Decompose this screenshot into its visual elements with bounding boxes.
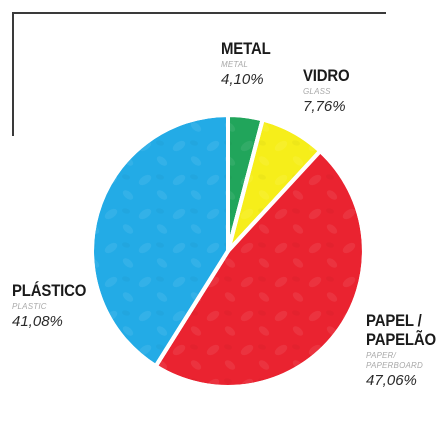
slice-value-papel: 47,06%: [366, 372, 417, 390]
label-plastico: PLÁSTICO PLASTIC 41,08%: [12, 282, 96, 330]
pie-slice-texture-papel: [153, 149, 366, 389]
slice-name-plastico: PLÁSTICO: [12, 281, 87, 300]
frame-left-line: [12, 12, 14, 136]
slice-en-label-plastico: PLASTIC: [12, 301, 47, 311]
slice-name-papel: PAPEL /: [366, 311, 422, 330]
slice-en-label-papel-line2: PAPERBOARD: [366, 361, 423, 371]
slice-value-vidro: 7,76%: [303, 98, 346, 116]
slice-en-label-metal: METAL: [221, 59, 249, 69]
label-vidro: VIDRO GLASS 7,76%: [303, 67, 356, 115]
slice-value-metal: 4,10%: [221, 71, 264, 89]
slice-name-metal: METAL: [221, 39, 271, 58]
slice-en-label-vidro: GLASS: [303, 86, 331, 96]
slice-name-vidro: VIDRO: [303, 66, 350, 85]
slice-name-papel-line2: PAPELÃO: [366, 329, 436, 349]
slice-en-label-papel: PAPER/: [366, 350, 396, 360]
slice-value-plastico: 41,08%: [12, 313, 63, 331]
label-metal: METAL METAL 4,10%: [221, 40, 277, 88]
pie-slice-texture-plastico: [90, 113, 230, 369]
frame-top-line: [12, 12, 386, 14]
label-papel: PAPEL / PAPELÃO PAPER/ PAPERBOARD 47,06%: [366, 312, 441, 389]
